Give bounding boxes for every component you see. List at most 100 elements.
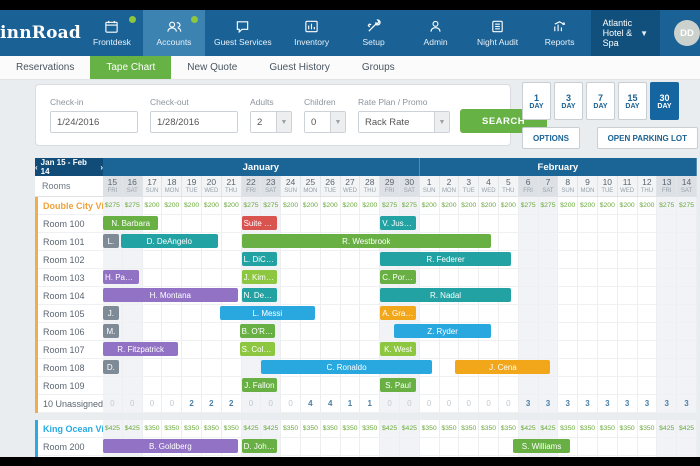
- grid-cell[interactable]: [538, 377, 559, 394]
- grid-cell[interactable]: [360, 287, 381, 304]
- grid-cell[interactable]: [518, 269, 539, 286]
- grid-cell[interactable]: [677, 251, 697, 268]
- grid-cell[interactable]: [657, 323, 678, 340]
- grid-cell[interactable]: [677, 233, 697, 250]
- tab-guest-history[interactable]: Guest History: [269, 62, 330, 73]
- grid-cell[interactable]: [499, 377, 519, 394]
- grid-cell[interactable]: [499, 269, 519, 286]
- grid-cell[interactable]: [143, 323, 163, 340]
- booking-bar[interactable]: S. Williams: [512, 439, 571, 453]
- grid-cell[interactable]: [380, 438, 400, 455]
- range-button-15-day[interactable]: 15 DAY: [618, 82, 647, 120]
- grid-cell[interactable]: [281, 287, 301, 304]
- grid-cell[interactable]: [202, 341, 222, 358]
- tab-new-quote[interactable]: New Quote: [187, 62, 238, 73]
- grid-cell[interactable]: [479, 323, 499, 340]
- booking-bar[interactable]: L.: [103, 234, 119, 248]
- grid-cell[interactable]: [638, 359, 658, 376]
- booking-bar[interactable]: S. Colbert: [239, 342, 276, 356]
- grid-cell[interactable]: [638, 438, 658, 455]
- grid-cell[interactable]: [578, 323, 598, 340]
- grid-cell[interactable]: [202, 377, 222, 394]
- grid-cell[interactable]: [281, 438, 301, 455]
- grid-cell[interactable]: [459, 215, 480, 232]
- range-button-3-day[interactable]: 3 DAY: [554, 82, 583, 120]
- booking-bar[interactable]: B. O'Relly: [239, 324, 276, 338]
- grid-cell[interactable]: [420, 341, 440, 358]
- options-button[interactable]: OPTIONS: [522, 127, 581, 149]
- grid-cell[interactable]: [657, 251, 678, 268]
- grid-cell[interactable]: [499, 287, 519, 304]
- grid-cell[interactable]: [222, 215, 242, 232]
- booking-bar[interactable]: M.: [103, 324, 119, 338]
- grid-cell[interactable]: [558, 251, 579, 268]
- grid-cell[interactable]: [321, 215, 341, 232]
- booking-bar[interactable]: R. Federer: [380, 252, 511, 266]
- grid-cell[interactable]: [301, 341, 321, 358]
- tab-groups[interactable]: Groups: [361, 62, 395, 73]
- grid-cell[interactable]: [538, 341, 559, 358]
- grid-cell[interactable]: [182, 359, 202, 376]
- grid-cell[interactable]: [182, 215, 202, 232]
- grid-cell[interactable]: [657, 269, 678, 286]
- grid-cell[interactable]: [538, 305, 559, 322]
- booking-bar[interactable]: H. Pastras: [103, 270, 139, 284]
- grid-cell[interactable]: [518, 341, 539, 358]
- grid-cell[interactable]: [202, 251, 222, 268]
- range-button-1-day[interactable]: 1 DAY: [522, 82, 551, 120]
- chevron-left-icon[interactable]: ‹: [35, 162, 38, 172]
- grid-cell[interactable]: [558, 323, 579, 340]
- grid-cell[interactable]: [440, 341, 460, 358]
- grid-cell[interactable]: [341, 269, 361, 286]
- grid-cell[interactable]: [440, 215, 460, 232]
- grid-cell[interactable]: [202, 215, 222, 232]
- grid-cell[interactable]: [182, 269, 202, 286]
- avatar[interactable]: DD: [674, 20, 700, 46]
- grid-cell[interactable]: [677, 359, 697, 376]
- grid-cell[interactable]: [638, 377, 658, 394]
- grid-cell[interactable]: [578, 251, 598, 268]
- grid-cell[interactable]: [618, 215, 638, 232]
- booking-bar[interactable]: A. Grande: [380, 306, 416, 320]
- grid-cell[interactable]: [598, 215, 618, 232]
- grid-cell[interactable]: [638, 215, 658, 232]
- grid-cell[interactable]: [360, 341, 381, 358]
- nav-item-guest-services[interactable]: Guest Services: [205, 10, 281, 56]
- grid-cell[interactable]: [578, 269, 598, 286]
- grid-cell[interactable]: [182, 341, 202, 358]
- grid-cell[interactable]: [499, 323, 519, 340]
- grid-cell[interactable]: [162, 341, 183, 358]
- grid-cell[interactable]: [518, 305, 539, 322]
- grid-cell[interactable]: [518, 377, 539, 394]
- grid-cell[interactable]: [518, 287, 539, 304]
- grid-cell[interactable]: [538, 251, 559, 268]
- grid-cell[interactable]: [499, 305, 519, 322]
- grid-cell[interactable]: [499, 251, 519, 268]
- grid-cell[interactable]: [440, 438, 460, 455]
- grid-cell[interactable]: [657, 341, 678, 358]
- check-out-input[interactable]: 1/28/2016: [150, 111, 238, 133]
- booking-bar[interactable]: C. Porzi...: [380, 270, 416, 284]
- grid-cell[interactable]: [222, 438, 242, 455]
- grid-cell[interactable]: [638, 323, 658, 340]
- grid-cell[interactable]: [598, 251, 618, 268]
- grid-cell[interactable]: [202, 359, 222, 376]
- grid-cell[interactable]: [122, 305, 143, 322]
- grid-cell[interactable]: [103, 377, 123, 394]
- booking-bar[interactable]: R. Fitzpatrick: [103, 342, 179, 356]
- grid-cell[interactable]: [518, 215, 539, 232]
- grid-cell[interactable]: [281, 323, 301, 340]
- grid-cell[interactable]: [321, 269, 341, 286]
- grid-cell[interactable]: [618, 359, 638, 376]
- grid-cell[interactable]: [598, 377, 618, 394]
- open-parking-lot-button[interactable]: OPEN PARKING LOT: [596, 127, 698, 149]
- grid-cell[interactable]: [638, 305, 658, 322]
- grid-cell[interactable]: [202, 269, 222, 286]
- booking-bar[interactable]: J. Fallon: [241, 378, 278, 392]
- grid-cell[interactable]: [518, 323, 539, 340]
- grid-cell[interactable]: [420, 359, 440, 376]
- grid-cell[interactable]: [598, 341, 618, 358]
- grid-cell[interactable]: [182, 377, 202, 394]
- booking-bar[interactable]: J. Kimmel: [241, 270, 278, 284]
- booking-bar[interactable]: R. Westbrook: [241, 234, 492, 248]
